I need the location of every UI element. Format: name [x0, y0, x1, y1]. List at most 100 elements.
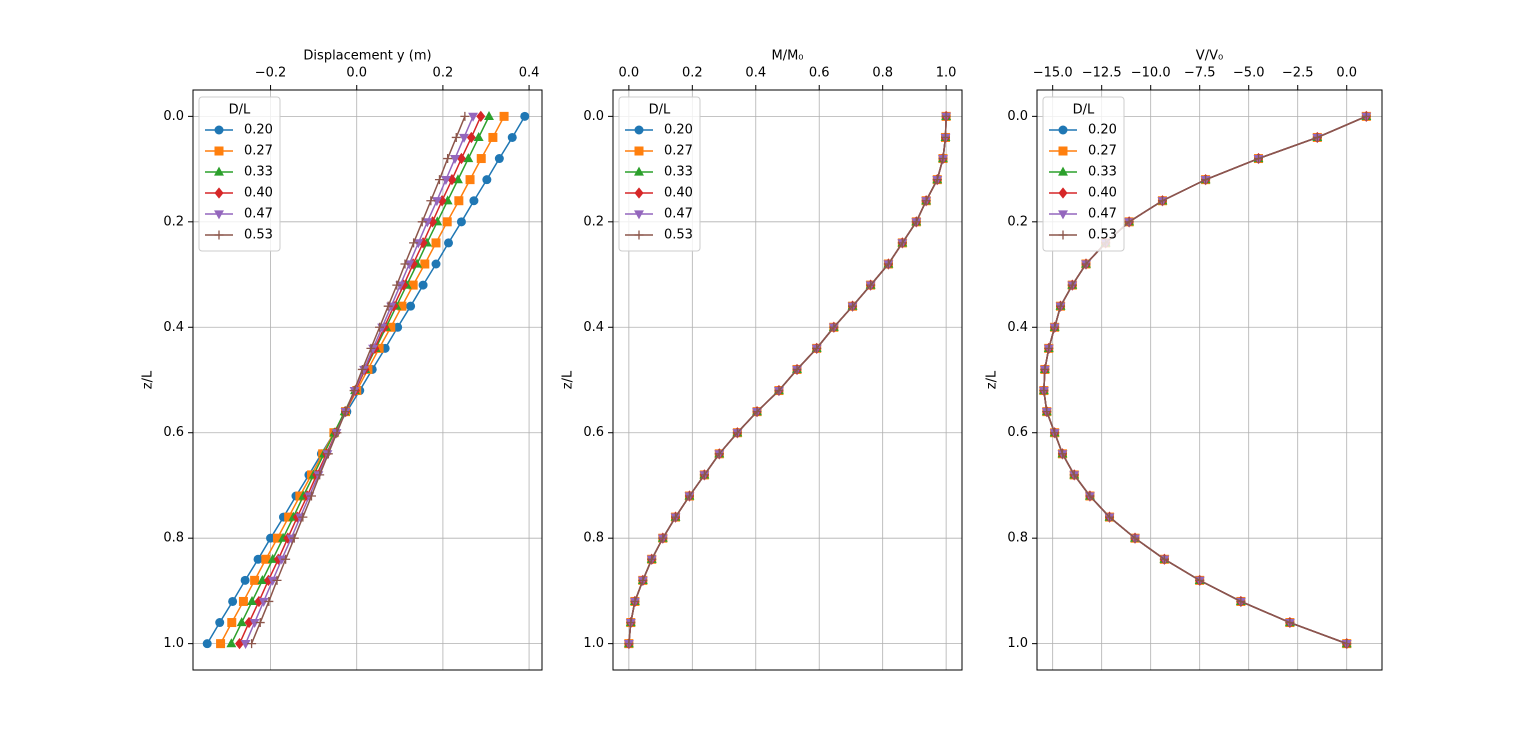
x-tick-label: −0.2 [255, 66, 287, 81]
y-tick-label: 0.8 [1007, 531, 1028, 546]
marker [456, 152, 466, 165]
marker [484, 110, 494, 120]
marker [450, 154, 460, 164]
marker [671, 512, 681, 522]
y-tick-label: 0.8 [163, 531, 184, 546]
x-tick-label: 0.0 [346, 66, 367, 81]
marker [897, 238, 907, 248]
marker [349, 386, 359, 396]
marker [774, 386, 784, 396]
marker [332, 428, 342, 438]
marker [1124, 217, 1134, 227]
marker [267, 576, 278, 586]
legend-label: 0.20 [244, 123, 273, 138]
legend-marker [1058, 125, 1068, 135]
x-tick-label: −2.5 [1282, 66, 1314, 81]
legend-label: 0.40 [664, 186, 693, 201]
marker [442, 217, 452, 227]
marker [226, 638, 237, 648]
y-tick-label: 0.4 [1007, 320, 1028, 335]
legend-marker [214, 210, 224, 220]
legend-title: D/L [229, 103, 251, 118]
marker [624, 639, 634, 649]
legend-marker [634, 230, 644, 240]
marker [1236, 596, 1246, 606]
legend-marker [1058, 146, 1068, 156]
legend-label: 0.33 [664, 165, 693, 180]
marker [426, 196, 436, 206]
marker [1201, 175, 1211, 185]
marker [431, 197, 442, 207]
y-tick-label: 0.2 [583, 214, 604, 229]
marker [911, 217, 921, 227]
marker [306, 491, 316, 501]
marker [866, 280, 876, 290]
marker [932, 175, 942, 185]
marker [792, 364, 802, 374]
legend-marker [634, 210, 644, 220]
marker [276, 555, 287, 565]
x-tick-label: −7.5 [1184, 66, 1216, 81]
y-tick-label: 0.0 [1007, 109, 1028, 124]
y-tick-label: 0.8 [583, 531, 604, 546]
y-axis-label: z/L [985, 370, 1000, 389]
marker [507, 132, 517, 142]
marker [409, 238, 419, 248]
marker [236, 617, 247, 627]
x-tick-label: 0.0 [619, 66, 640, 81]
legend-label: 0.53 [1088, 228, 1117, 243]
marker [453, 174, 463, 184]
y-tick-label: 1.0 [1007, 636, 1028, 651]
marker [215, 618, 225, 628]
legend-title: D/L [649, 103, 671, 118]
marker [406, 301, 416, 311]
marker [323, 449, 333, 459]
marker [1050, 428, 1060, 438]
legend-label: 0.27 [244, 144, 273, 159]
marker [247, 639, 257, 649]
y-tick-label: 1.0 [583, 636, 604, 651]
marker [392, 280, 402, 290]
x-tick-label: −10.0 [1131, 66, 1171, 81]
marker [341, 407, 351, 417]
series-line [628, 116, 947, 644]
marker [247, 596, 257, 606]
marker [1342, 639, 1352, 649]
marker [366, 343, 376, 353]
marker [240, 575, 250, 585]
marker [714, 449, 724, 459]
marker [1285, 618, 1295, 628]
axes-frame [1036, 89, 1383, 671]
marker [941, 132, 951, 142]
marker [1085, 491, 1095, 501]
marker [630, 596, 640, 606]
marker [829, 322, 839, 332]
x-tick-label: −12.5 [1082, 66, 1122, 81]
marker [460, 111, 470, 121]
marker [1361, 111, 1371, 121]
marker [812, 343, 822, 353]
marker [404, 260, 415, 270]
series-line [250, 116, 466, 644]
marker [454, 196, 464, 206]
marker [249, 618, 260, 628]
legend-marker [1058, 187, 1068, 199]
x-tick-label: 0.4 [519, 66, 540, 81]
marker [626, 618, 636, 628]
marker [357, 364, 367, 374]
legend-marker [1058, 166, 1068, 176]
marker [258, 597, 269, 607]
marker [422, 218, 433, 228]
marker [431, 238, 441, 248]
legend-marker [634, 125, 644, 135]
y-tick-label: 0.6 [583, 425, 604, 440]
x-axis-label: Displacement y (m) [303, 49, 431, 64]
marker [264, 596, 274, 606]
marker [469, 196, 479, 206]
marker [1081, 259, 1091, 269]
marker [272, 575, 282, 585]
x-tick-label: 1.0 [936, 66, 957, 81]
marker [1254, 154, 1264, 164]
x-axis-label: V/V₀ [1196, 49, 1223, 64]
marker [393, 322, 403, 332]
